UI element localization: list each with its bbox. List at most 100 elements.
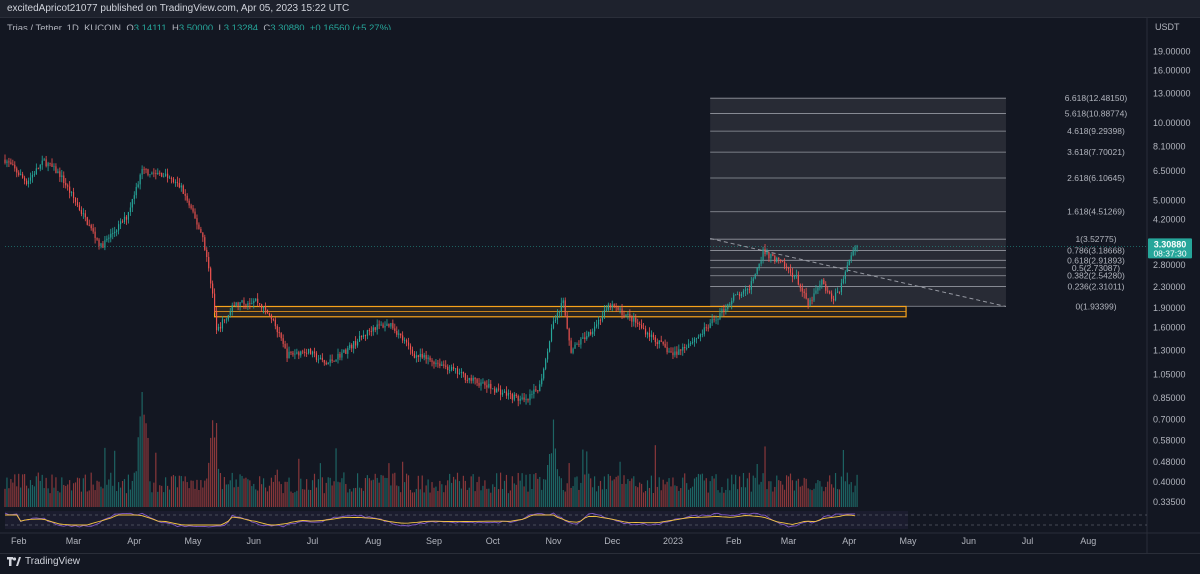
volume-bar bbox=[286, 481, 288, 507]
candle-body bbox=[646, 332, 649, 335]
candle-body bbox=[421, 353, 423, 358]
volume-bar bbox=[323, 493, 325, 507]
volume-bar bbox=[709, 481, 711, 507]
candle-body bbox=[525, 399, 527, 400]
candle-body bbox=[345, 349, 347, 354]
volume-bar bbox=[754, 477, 756, 507]
candle-body bbox=[317, 359, 320, 361]
volume-bar bbox=[838, 489, 841, 507]
volume-bar bbox=[104, 447, 106, 507]
volume-bar bbox=[670, 486, 672, 507]
volume-bar bbox=[300, 478, 302, 507]
time-tick-label: Jul bbox=[1022, 536, 1034, 546]
candle-body bbox=[505, 391, 508, 396]
candle-body bbox=[61, 175, 63, 177]
candle-body bbox=[390, 323, 392, 327]
candle-body bbox=[776, 258, 778, 262]
fibonacci-level-label: 3.618(7.70021) bbox=[1067, 147, 1125, 157]
candle-body bbox=[595, 324, 598, 327]
volume-bar bbox=[697, 473, 700, 507]
candle-body bbox=[709, 323, 711, 328]
candle-body bbox=[705, 327, 707, 329]
volume-bar bbox=[78, 478, 81, 507]
volume-bar bbox=[84, 474, 86, 507]
candle-body bbox=[31, 174, 34, 178]
volume-bar bbox=[768, 481, 770, 507]
candle-body bbox=[472, 377, 474, 381]
candle-body bbox=[386, 323, 388, 327]
candle-body bbox=[545, 359, 547, 369]
candle-body bbox=[114, 231, 116, 234]
volume-bar bbox=[347, 492, 349, 507]
candle-body bbox=[531, 393, 533, 395]
volume-bar bbox=[51, 474, 53, 507]
candle-body bbox=[758, 263, 760, 268]
volume-bar bbox=[537, 478, 539, 507]
candle-body bbox=[374, 327, 376, 330]
candle-body bbox=[364, 334, 367, 336]
volume-bar bbox=[419, 489, 421, 507]
candle-body bbox=[353, 341, 355, 349]
volume-bar bbox=[729, 490, 731, 507]
price-chart[interactable]: 19.00000 16.00000 13.00000 10.00000 8.10000 6… bbox=[0, 0, 1200, 553]
volume-bar bbox=[92, 484, 94, 507]
volume-bar bbox=[539, 476, 541, 507]
candle-body bbox=[266, 309, 269, 314]
candle-body bbox=[249, 303, 251, 305]
candle-body bbox=[793, 276, 795, 278]
volume-bar bbox=[20, 487, 22, 507]
candle-body bbox=[772, 254, 774, 256]
candle-body bbox=[666, 347, 668, 353]
candle-body bbox=[182, 185, 184, 194]
tradingview-brand[interactable]: TradingView bbox=[7, 556, 80, 567]
candle-body bbox=[155, 173, 157, 174]
candle-body bbox=[98, 239, 100, 247]
candle-body bbox=[151, 172, 153, 175]
volume-bar bbox=[351, 491, 353, 507]
candle-body bbox=[204, 237, 206, 250]
volume-bar bbox=[306, 479, 308, 507]
volume-bar bbox=[129, 489, 131, 507]
volume-bar bbox=[225, 484, 227, 507]
fibonacci-level-label: 5.618(10.88774) bbox=[1065, 108, 1128, 118]
volume-bar bbox=[707, 492, 709, 507]
candle-body bbox=[654, 337, 656, 343]
candle-body bbox=[315, 353, 318, 360]
price-tick-label: 16.00000 bbox=[1153, 65, 1191, 75]
candle-body bbox=[133, 195, 135, 199]
volume-bar bbox=[98, 481, 100, 507]
volume-bar bbox=[662, 479, 664, 507]
candle-body bbox=[550, 328, 553, 342]
candle-body bbox=[731, 300, 733, 305]
candle-body bbox=[288, 351, 290, 359]
price-tick-label: 2.80000 bbox=[1153, 260, 1186, 270]
candle-body bbox=[715, 319, 717, 321]
candle-body bbox=[707, 327, 709, 329]
candle-body bbox=[519, 398, 521, 401]
candle-body bbox=[94, 231, 96, 239]
volume-bar bbox=[402, 461, 404, 507]
volume-bar bbox=[766, 489, 768, 507]
price-pane bbox=[5, 30, 1147, 507]
price-tick-label: 0.85000 bbox=[1153, 393, 1186, 403]
candle-body bbox=[25, 180, 28, 185]
candle-body bbox=[329, 359, 331, 363]
volume-bar bbox=[82, 478, 84, 507]
volume-bar bbox=[166, 485, 169, 507]
indicator-line-signal bbox=[5, 514, 856, 526]
candle-body bbox=[290, 351, 292, 353]
volume-bar bbox=[825, 486, 827, 507]
volume-bar bbox=[245, 477, 247, 507]
volume-bar bbox=[59, 492, 61, 507]
volume-bar bbox=[738, 476, 741, 507]
volume-bar bbox=[121, 481, 124, 507]
time-tick-label: 2023 bbox=[663, 536, 683, 546]
volume-bar bbox=[282, 493, 284, 507]
candle-body bbox=[635, 317, 637, 323]
candle-body bbox=[503, 391, 506, 393]
candle-body bbox=[633, 317, 635, 322]
candle-body bbox=[405, 340, 408, 343]
candle-body bbox=[72, 192, 75, 198]
symbol-title[interactable]: Trias / Tether, 1D, KUCOIN bbox=[7, 23, 122, 34]
candle-body bbox=[37, 168, 39, 170]
